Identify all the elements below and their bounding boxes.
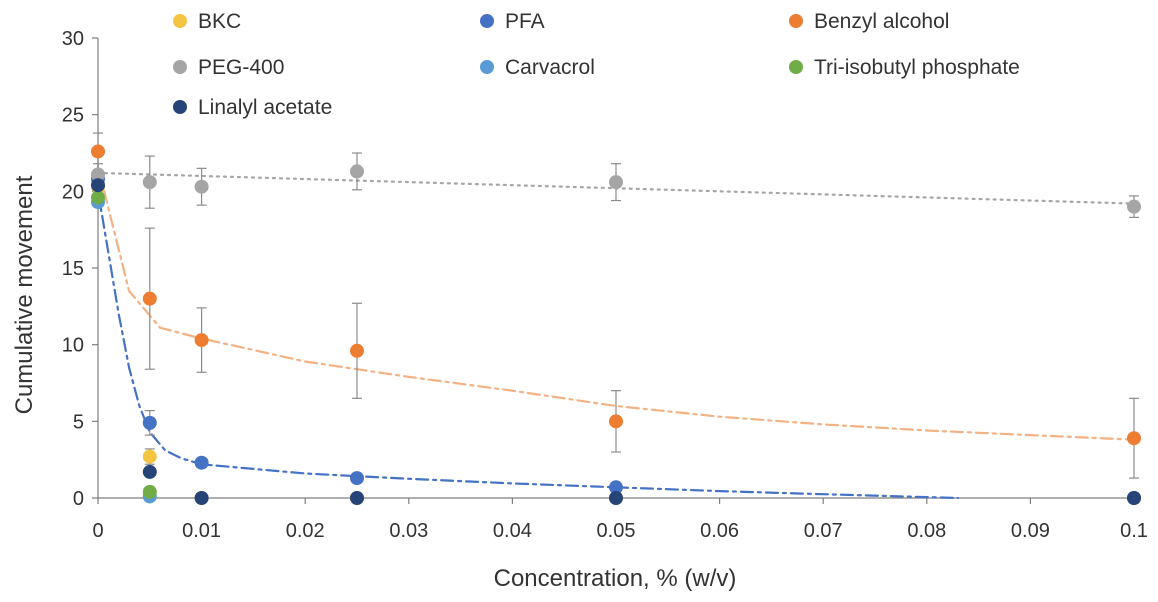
- data-point: [350, 343, 364, 358]
- data-point: [350, 471, 364, 486]
- x-tick-label: 0.09: [1011, 520, 1050, 542]
- y-axis-title: Cumulative movement: [11, 175, 38, 414]
- x-tick-label: 0.05: [597, 520, 636, 542]
- x-tick-label: 0.04: [493, 520, 532, 542]
- legend-label: Tri-isobutyl phosphate: [814, 56, 1020, 79]
- legend-marker: [173, 14, 187, 28]
- legend-label: Benzyl alcohol: [814, 10, 949, 33]
- data-point: [609, 414, 623, 429]
- data-point: [142, 484, 157, 499]
- y-tick-label: 15: [62, 258, 84, 280]
- data-point: [1127, 199, 1141, 214]
- data-point: [142, 291, 157, 306]
- data-point: [142, 415, 157, 430]
- legend: BKC PFA Benzyl alcohol PEG-400 Carvacrol Tri-…: [173, 10, 1020, 119]
- legend-label: BKC: [198, 10, 241, 33]
- data-point: [91, 178, 105, 193]
- x-tick-label: 0.03: [389, 520, 428, 542]
- legend-marker: [789, 14, 803, 28]
- x-tick-label: 0.07: [804, 520, 843, 542]
- legend-marker: [480, 60, 494, 74]
- x-axis-title: Concentration, % (w/v): [494, 565, 737, 592]
- x-tick-label: 0.01: [182, 520, 221, 542]
- data-point: [1127, 431, 1141, 446]
- data-point: [91, 144, 105, 159]
- data-point: [142, 464, 157, 479]
- legend-marker: [173, 60, 187, 74]
- y-tick-label: 10: [62, 335, 84, 357]
- x-tick-label: 0.1: [1120, 520, 1148, 542]
- data-point: [609, 480, 623, 495]
- x-tick-label: 0.08: [907, 520, 946, 542]
- y-tick-label: 0: [73, 488, 84, 510]
- y-tick-label: 25: [62, 105, 84, 127]
- legend-label: PFA: [505, 10, 545, 33]
- data-point: [91, 167, 105, 182]
- y-tick-label: 5: [73, 411, 84, 433]
- data-point: [91, 190, 105, 205]
- legend-label: PEG-400: [198, 56, 284, 79]
- data-point: [1127, 491, 1141, 505]
- legend-marker: [480, 14, 494, 28]
- data-point: [142, 449, 157, 464]
- x-tick-label: 0.02: [286, 520, 325, 542]
- data-point: [194, 179, 209, 194]
- data-point: [350, 164, 364, 179]
- legend-label: Linalyl acetate: [198, 96, 332, 119]
- legend-marker: [173, 100, 187, 114]
- axes: 0 5 10 15 20 25 30 0 0.01 0.02 0.03 0.04 0.05 0.06 0.0…: [62, 28, 1148, 542]
- y-tick-label: 30: [62, 28, 84, 50]
- y-tick-label: 20: [62, 181, 84, 203]
- legend-marker: [789, 60, 803, 74]
- x-tick-label: 0.06: [700, 520, 739, 542]
- data-point: [142, 175, 157, 190]
- x-tick-label: 0: [92, 520, 103, 542]
- data-point: [609, 491, 623, 505]
- data-point: [350, 491, 364, 505]
- data-point: [609, 175, 623, 190]
- trendline: [96, 165, 1136, 441]
- data-points: [91, 144, 1141, 505]
- data-point: [194, 455, 209, 470]
- legend-label: Carvacrol: [505, 56, 595, 79]
- data-point: [194, 333, 209, 348]
- data-point: [194, 491, 209, 505]
